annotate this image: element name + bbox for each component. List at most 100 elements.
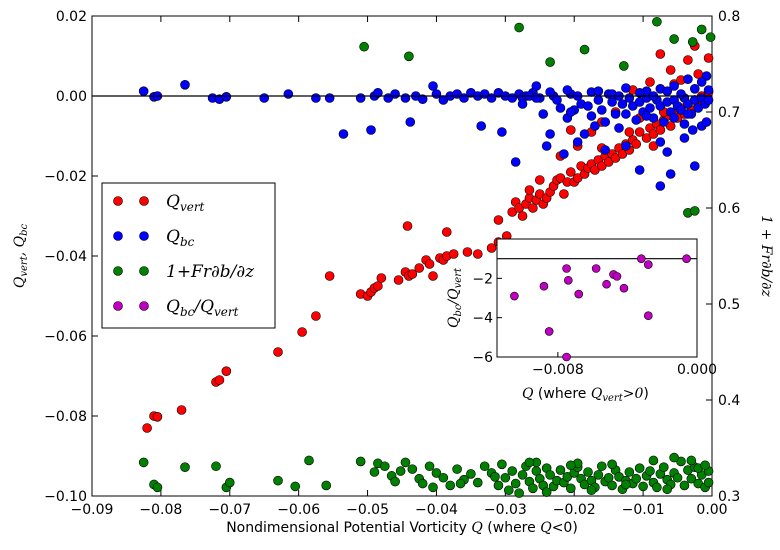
qbc-point	[676, 89, 686, 99]
stratification-point	[621, 479, 631, 490]
qvert-point	[376, 273, 387, 283]
ratio-point	[602, 279, 611, 289]
qbc-point	[579, 129, 590, 139]
qbc-point	[593, 86, 604, 96]
qvert-point	[534, 175, 545, 185]
qbc-point	[621, 83, 631, 93]
x-tick-label: 0.00	[696, 502, 727, 518]
stratification-point	[687, 37, 698, 47]
qbc-point	[562, 85, 573, 95]
inset-plot: −0.008 0.000−2−4−6 Q (where Qvert>0) Qbc/…	[446, 238, 717, 404]
legend-marker-qbc	[113, 231, 123, 241]
qvert-point	[297, 327, 307, 337]
qvert-point	[472, 249, 483, 259]
qbc-point	[617, 99, 628, 109]
stratification-point	[431, 468, 442, 478]
stratification-point	[696, 24, 707, 35]
qbc-point	[689, 84, 700, 94]
qbc-point	[696, 77, 707, 87]
stratification-point	[658, 462, 669, 473]
x-tick-label: −0.03	[484, 502, 527, 518]
stratification-point	[152, 482, 163, 493]
y-tick-label-right: 0.4	[718, 393, 740, 409]
ratio-point	[619, 283, 629, 293]
qvert-point	[486, 243, 497, 253]
stratification-point	[355, 456, 366, 467]
inset-y-tick-label: −4	[472, 311, 493, 327]
stratification-point	[493, 480, 504, 491]
y-tick-label-left: 0.02	[56, 9, 87, 25]
inset-frame	[496, 238, 698, 358]
inset-y-tick-label: −6	[472, 350, 493, 366]
qbc-point	[634, 165, 645, 175]
stratification-point	[679, 480, 690, 491]
qbc-point	[531, 81, 542, 91]
stratification-point	[304, 455, 314, 466]
legend-marker-strat-2	[139, 266, 149, 276]
ratio-point	[562, 352, 571, 362]
qbc-point	[610, 109, 621, 119]
qbc-point	[703, 85, 714, 95]
qbc-point	[373, 88, 383, 98]
inset-x-axis-label: Q (where Qvert>0)	[522, 386, 649, 404]
stratification-point	[586, 485, 597, 496]
qbc-point	[138, 86, 149, 96]
qbc-point	[614, 123, 624, 133]
stratification-point	[510, 478, 521, 489]
qbc-point	[541, 141, 552, 151]
inset-axes: −0.008 0.000 −2 −4 −6	[472, 258, 717, 378]
qbc-point	[510, 157, 521, 167]
qbc-point	[662, 86, 673, 96]
stratification-point	[593, 470, 604, 480]
x-tick-label: −0.09	[71, 502, 114, 518]
stratification-point	[528, 483, 538, 494]
legend-entry-stratification: 1+Fr∂b/∂z	[113, 262, 255, 282]
qvert-point	[524, 185, 535, 195]
stratification-point	[359, 41, 369, 52]
stratification-point	[652, 482, 662, 493]
x-tick-label: −0.07	[208, 502, 251, 518]
main-points	[92, 16, 716, 498]
stratification-point	[703, 477, 714, 488]
stratification-point	[686, 473, 697, 484]
stratification-point	[619, 61, 629, 71]
stratification-point	[404, 51, 414, 62]
qbc-point	[180, 80, 190, 90]
qbc-point	[259, 93, 270, 103]
qbc-point	[572, 137, 583, 147]
qbc-point	[703, 95, 714, 105]
qbc-point	[417, 94, 428, 104]
qvert-point	[221, 366, 232, 377]
legend-marker-qvert-2	[139, 196, 149, 206]
qvert-point	[493, 215, 504, 225]
stratification-point	[555, 465, 566, 475]
qbc-point	[221, 92, 232, 102]
y-tick-label-left: 0.00	[56, 89, 87, 105]
stratification-point	[669, 452, 679, 463]
qvert-point	[152, 411, 163, 422]
qvert-point	[645, 77, 655, 87]
ratio-point	[562, 264, 571, 273]
qbc-point	[390, 89, 400, 99]
qvert-point	[565, 167, 576, 177]
ratio-point	[591, 264, 601, 273]
stratification-point	[138, 457, 149, 468]
qbc-point	[645, 103, 655, 113]
stratification-point	[497, 459, 507, 470]
stratification-point	[472, 477, 483, 488]
qbc-point	[355, 93, 366, 103]
qbc-point	[531, 93, 542, 103]
stratification-point	[705, 32, 716, 42]
qbc-point	[655, 137, 666, 147]
qvert-point	[428, 271, 438, 281]
stratification-point	[224, 477, 235, 488]
qbc-point	[338, 129, 349, 139]
ratio-point	[644, 260, 653, 269]
stratification-point	[379, 461, 390, 472]
qvert-point	[528, 203, 538, 213]
qbc-point	[405, 117, 416, 127]
stratification-point	[662, 484, 673, 495]
stratification-point	[565, 460, 576, 471]
stratification-point	[607, 459, 617, 470]
qvert-point	[683, 55, 693, 65]
